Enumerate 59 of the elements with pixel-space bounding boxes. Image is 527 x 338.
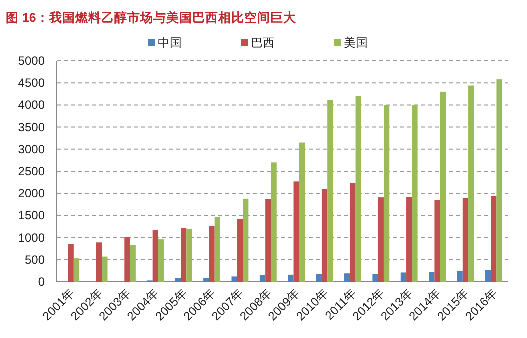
bar <box>232 276 238 282</box>
bar <box>485 270 492 282</box>
bar <box>237 219 244 282</box>
y-tick-label: 5000 <box>18 54 46 68</box>
bar <box>356 96 362 282</box>
bar <box>491 196 497 282</box>
bar <box>378 198 384 282</box>
bar <box>462 198 469 282</box>
bar <box>406 197 412 282</box>
bar <box>175 278 182 282</box>
bar <box>412 105 418 282</box>
bar <box>440 92 446 282</box>
bar <box>372 274 378 282</box>
y-tick-label: 2000 <box>18 186 46 201</box>
bar <box>468 86 474 282</box>
y-tick-label: 3000 <box>18 142 46 156</box>
legend-label: 美国 <box>344 36 368 50</box>
y-tick-label: 1000 <box>18 230 46 245</box>
y-tick-label: 1500 <box>18 208 46 223</box>
bar <box>266 199 272 282</box>
bar <box>158 240 164 282</box>
legend-label: 中国 <box>158 36 182 50</box>
bar <box>181 228 187 282</box>
bar <box>271 162 277 282</box>
bar <box>152 230 158 282</box>
y-tick-label: 500 <box>24 252 46 267</box>
bar <box>243 198 249 282</box>
bar <box>299 142 306 282</box>
y-tick-label: 2500 <box>18 164 46 178</box>
bar <box>209 226 215 282</box>
y-tick-label: 4500 <box>18 76 46 90</box>
bar <box>328 100 334 282</box>
bar <box>214 217 220 282</box>
bar <box>457 270 463 282</box>
bar <box>186 228 192 282</box>
bar <box>124 237 130 282</box>
bar <box>322 189 328 282</box>
bar <box>294 182 300 282</box>
bar <box>384 105 390 282</box>
bar <box>288 274 294 282</box>
bar <box>96 242 102 282</box>
bar <box>68 244 74 282</box>
bar <box>260 275 266 282</box>
bar <box>316 274 322 282</box>
legend-label: 巴西 <box>251 36 275 50</box>
bar <box>434 200 440 282</box>
y-tick-label: 0 <box>38 275 46 289</box>
bar <box>130 245 136 282</box>
bar <box>400 272 407 282</box>
bar <box>429 272 435 282</box>
bar <box>102 256 108 282</box>
y-tick-label: 4000 <box>18 98 46 112</box>
bar <box>496 80 502 282</box>
bar <box>344 274 350 282</box>
bar <box>74 258 80 282</box>
chart-title: 图 16：我国燃料乙醇市场与美国巴西相比空间巨大 <box>6 10 298 25</box>
y-tick-label: 3500 <box>18 120 46 134</box>
bar <box>350 183 356 282</box>
bar <box>204 278 210 282</box>
